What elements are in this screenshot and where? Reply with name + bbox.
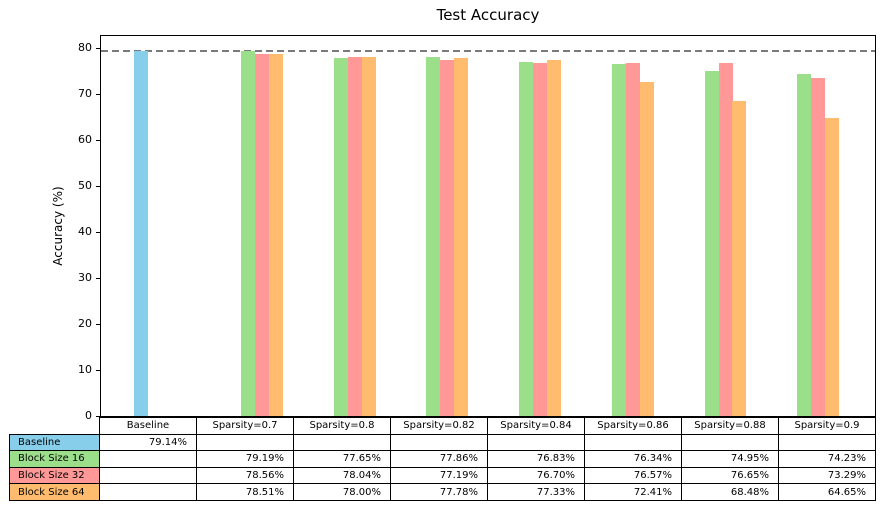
y-tick-mark <box>96 185 100 187</box>
table-value-cell: 78.00% <box>293 483 391 501</box>
table-value-cell: 74.95% <box>681 450 779 468</box>
bar <box>704 70 719 416</box>
bar <box>440 60 455 416</box>
y-tick-label: 80 <box>78 40 92 54</box>
y-tick-label: 50 <box>78 178 92 192</box>
table-value-cell: 77.19% <box>390 466 488 485</box>
y-tick-mark <box>96 416 100 417</box>
bar <box>519 62 534 416</box>
table-value-cell: 64.65% <box>778 483 876 501</box>
table-value-cell <box>681 433 779 452</box>
table-header-cell: Sparsity=0.82 <box>390 417 488 435</box>
bar <box>454 57 469 416</box>
table-value-cell: 76.57% <box>584 466 682 485</box>
table-value-cell <box>487 433 585 452</box>
table-value-cell: 76.70% <box>487 466 585 485</box>
table-value-cell <box>390 433 488 452</box>
table-value-cell: 78.04% <box>293 466 391 485</box>
table-value-cell: 77.86% <box>390 450 488 468</box>
table-value-cell: 79.19% <box>196 450 294 468</box>
table-value-cell <box>778 433 876 452</box>
bar <box>732 100 747 416</box>
table-value-cell: 76.65% <box>681 466 779 485</box>
table-header-cell: Sparsity=0.9 <box>778 417 876 435</box>
bar <box>639 82 654 416</box>
y-tick-mark <box>96 139 100 141</box>
bar <box>333 58 348 416</box>
y-tick-mark <box>96 231 100 233</box>
table-value-cell: 72.41% <box>584 483 682 501</box>
table-value-cell <box>99 483 197 501</box>
bar <box>268 54 283 416</box>
bar <box>254 54 269 416</box>
table-row: Baseline 79.14% <box>9 433 876 452</box>
table-row-label: Block Size 64 <box>9 483 100 501</box>
bar <box>347 56 362 416</box>
table-header-cell: Sparsity=0.88 <box>681 417 779 435</box>
table-header-cell: Sparsity=0.86 <box>584 417 682 435</box>
table-value-cell: 76.83% <box>487 450 585 468</box>
table-header-cell: Baseline <box>99 417 197 435</box>
table-header-cell: Sparsity=0.84 <box>487 417 585 435</box>
bar <box>797 74 812 416</box>
y-tick-mark <box>96 323 100 325</box>
bar <box>811 78 826 416</box>
table-value-cell <box>196 433 294 452</box>
plot-area <box>100 35 876 417</box>
y-tick-mark <box>96 47 100 49</box>
table-value-cell: 77.33% <box>487 483 585 501</box>
table-row-label: Block Size 16 <box>9 450 100 468</box>
table-header-cell: Sparsity=0.8 <box>293 417 391 435</box>
y-tick-label: 10 <box>78 362 92 376</box>
table-row-label: Baseline <box>9 433 100 452</box>
table-value-cell <box>99 450 197 468</box>
table-value-cell: 78.56% <box>196 466 294 485</box>
table-value-cell <box>584 433 682 452</box>
chart-title: Test Accuracy <box>436 6 540 24</box>
table-value-cell: 74.23% <box>778 450 876 468</box>
bar <box>547 59 561 416</box>
table-value-cell: 76.34% <box>584 450 682 468</box>
y-tick-mark <box>96 93 100 95</box>
y-tick-label: 60 <box>78 132 92 146</box>
table-row: Block Size 64 78.51% 78.00% 77.78% 77.33% 72.… <box>9 483 876 501</box>
y-tick-label: 20 <box>78 316 92 330</box>
table-value-cell: 68.48% <box>681 483 779 501</box>
table-row: Block Size 16 79.19% 77.65% 77.86% 76.83% 76.… <box>9 450 876 468</box>
bar <box>825 118 840 416</box>
bar <box>625 63 640 416</box>
y-tick-mark <box>96 369 100 371</box>
table-value-cell: 78.51% <box>196 483 294 501</box>
table-value-cell <box>293 433 391 452</box>
y-tick-mark <box>96 277 100 279</box>
bar <box>426 57 441 416</box>
accuracy-table: Baseline Sparsity=0.7 Sparsity=0.8 Sparsity… <box>9 417 876 501</box>
bar <box>533 62 548 416</box>
bar <box>611 64 626 416</box>
bar <box>241 51 256 416</box>
table-value-cell: 77.65% <box>293 450 391 468</box>
table-header-cell: Sparsity=0.7 <box>196 417 294 435</box>
bar <box>134 51 149 416</box>
y-tick-label: 30 <box>78 270 92 284</box>
y-tick-label: 70 <box>78 86 92 100</box>
table-value-cell <box>99 466 197 485</box>
table-header-row: Baseline Sparsity=0.7 Sparsity=0.8 Sparsity… <box>10 417 876 435</box>
bar <box>718 62 733 416</box>
y-tick-label: 40 <box>78 224 92 238</box>
y-tick-label: 0 <box>85 409 92 422</box>
table-row-label: Block Size 32 <box>9 466 100 485</box>
table-value-cell: 77.78% <box>390 483 488 501</box>
table-value-cell: 73.29% <box>778 466 876 485</box>
baseline-reference-line <box>101 50 875 53</box>
table-row: Block Size 32 78.56% 78.04% 77.19% 76.70% 76.… <box>9 466 876 485</box>
table-value-cell: 79.14% <box>99 433 197 452</box>
bar <box>361 56 376 416</box>
table-corner-blank <box>10 418 100 435</box>
